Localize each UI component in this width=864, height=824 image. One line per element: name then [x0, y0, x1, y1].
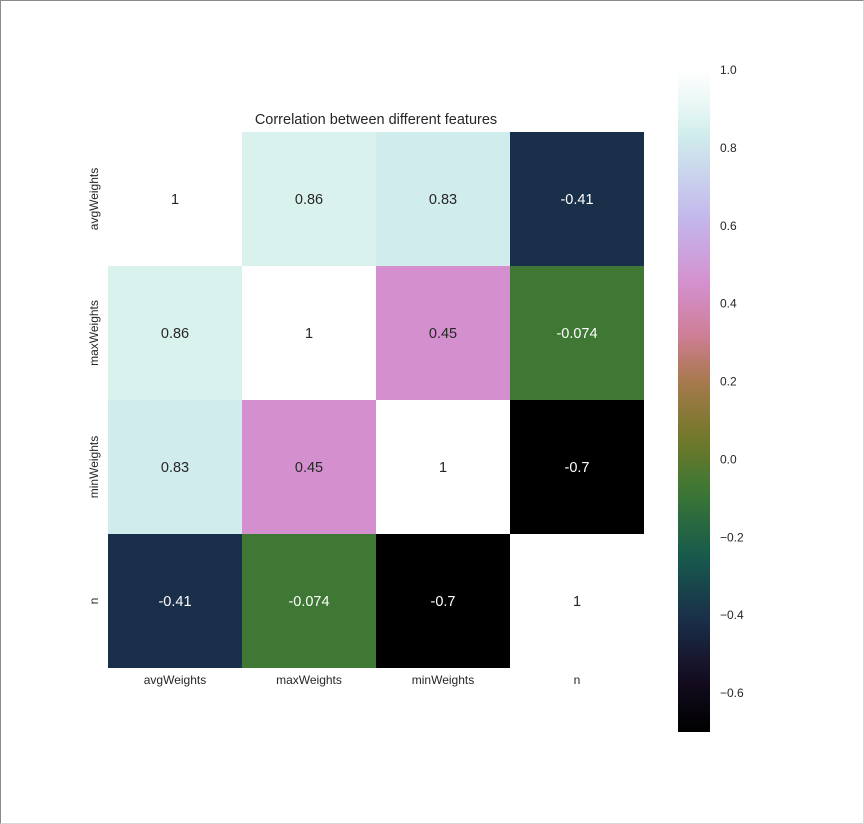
chart-title: Correlation between different features: [255, 112, 497, 128]
x-tick-label-3: n: [574, 673, 581, 687]
heatmap-cell-r1-c3: [510, 266, 644, 400]
heatmap-cell-r1-c2: [376, 266, 510, 400]
colorbar-tick-5: 0.0: [720, 452, 737, 466]
heatmap-cell-r2-c0: [108, 400, 242, 534]
heatmap-cell-r3-c0: [108, 534, 242, 668]
cell-label-r0-c3: -0.41: [560, 192, 593, 208]
cell-label-r2-c2: 1: [439, 460, 447, 476]
heatmap-cell-r2-c3: [510, 400, 644, 534]
cell-label-r3-c3: 1: [573, 594, 581, 610]
cell-label-r0-c2: 0.83: [429, 192, 457, 208]
cell-label-r1-c3: -0.074: [556, 326, 597, 342]
colorbar-tick-8: −0.6: [720, 686, 744, 700]
x-tick-label-2: minWeights: [412, 673, 474, 687]
heatmap-cell-r2-c2: [376, 400, 510, 534]
heatmap-cell-r2-c1: [242, 400, 376, 534]
x-tick-label-1: maxWeights: [276, 673, 342, 687]
colorbar-tick-2: 0.6: [720, 219, 737, 233]
y-tick-label-0: avgWeights: [87, 168, 101, 230]
cell-label-r3-c0: -0.41: [158, 594, 191, 610]
y-tick-label-2: minWeights: [87, 436, 101, 498]
cell-label-r1-c2: 0.45: [429, 326, 457, 342]
cell-label-r1-c1: 1: [305, 326, 313, 342]
cell-label-r1-c0: 0.86: [161, 326, 189, 342]
heatmap-cell-r3-c3: [510, 534, 644, 668]
cell-label-r3-c2: -0.7: [431, 594, 456, 610]
colorbar-tick-4: 0.2: [720, 375, 737, 389]
colorbar-tick-6: −0.2: [720, 530, 744, 544]
colorbar-gradient: [678, 70, 710, 732]
heatmap-cell-r3-c2: [376, 534, 510, 668]
cell-label-r2-c3: -0.7: [565, 460, 590, 476]
colorbar-tick-7: −0.4: [720, 608, 744, 622]
heatmap-cell-r0-c0: [108, 132, 242, 266]
heatmap-cell-r0-c2: [376, 132, 510, 266]
colorbar-tick-1: 0.8: [720, 141, 737, 155]
x-tick-labels: avgWeights maxWeights minWeights n: [144, 673, 581, 687]
heatmap-cell-r0-c3: [510, 132, 644, 266]
heatmap-cell-r0-c1: [242, 132, 376, 266]
cell-label-r2-c0: 0.83: [161, 460, 189, 476]
y-tick-label-1: maxWeights: [87, 300, 101, 366]
colorbar-tick-3: 0.4: [720, 297, 737, 311]
x-tick-label-0: avgWeights: [144, 673, 206, 687]
cell-label-r0-c0: 1: [171, 192, 179, 208]
heatmap-cells: 1 0.86 0.83 -0.41 0.86 1 0.45 -0.074 0.83 0.45 1 -0…: [108, 132, 644, 668]
cell-label-r0-c1: 0.86: [295, 192, 323, 208]
colorbar: 1.0 0.8 0.6 0.4 0.2 0.0 −0.2 −0.4 −0.6: [678, 63, 744, 732]
y-tick-label-3: n: [87, 598, 101, 605]
cell-label-r2-c1: 0.45: [295, 460, 323, 476]
y-tick-labels: avgWeights maxWeights minWeights n: [87, 168, 101, 605]
cell-label-r3-c1: -0.074: [288, 594, 329, 610]
heatmap-cell-r1-c0: [108, 266, 242, 400]
heatmap-cell-r3-c1: [242, 534, 376, 668]
heatmap-cell-r1-c1: [242, 266, 376, 400]
colorbar-tick-0: 1.0: [720, 63, 737, 77]
